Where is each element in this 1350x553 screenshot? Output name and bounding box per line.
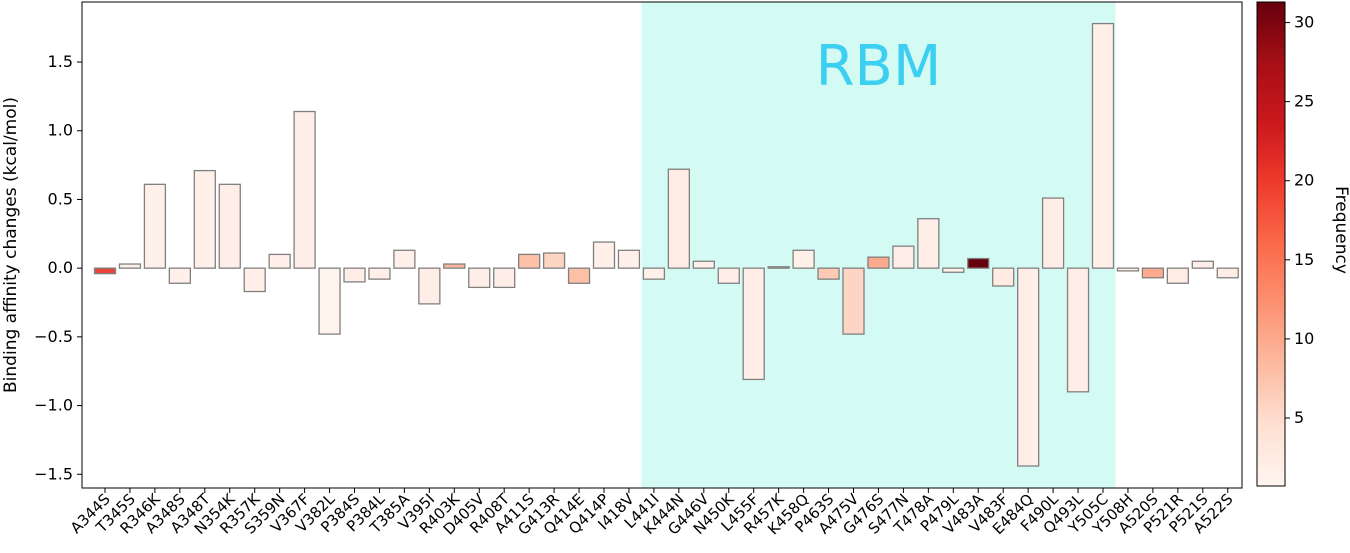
bar: [542, 252, 566, 269]
bar: [118, 263, 142, 269]
bar: [518, 253, 541, 269]
colorbar-label: Frequency: [1331, 186, 1350, 274]
y-axis-label: Binding affinity changes (kcal/mol): [1, 97, 21, 393]
colorbar-tick-label: 5: [1294, 408, 1304, 427]
bar: [1191, 260, 1214, 269]
y-tick-label: 1.5: [48, 52, 73, 71]
bar: [418, 267, 441, 305]
bar: [892, 245, 915, 269]
bar: [867, 256, 890, 269]
bar: [468, 267, 491, 289]
colorbar-tick-label: 20: [1294, 171, 1314, 190]
y-tick-label: −1.5: [34, 464, 73, 483]
colorbar-tick-label: 25: [1294, 92, 1314, 111]
bar: [1216, 267, 1239, 279]
bar: [767, 266, 790, 269]
bar: [592, 241, 616, 269]
bar: [642, 267, 666, 280]
y-tick-label: 0.0: [48, 258, 73, 277]
bar: [193, 169, 216, 269]
bar: [692, 260, 715, 269]
bar: [293, 110, 316, 269]
bar: [1166, 267, 1189, 284]
bar: [1041, 197, 1065, 269]
bar: [168, 267, 192, 284]
bar: [1017, 267, 1040, 467]
bar: [393, 249, 416, 269]
y-tick-label: −0.5: [34, 327, 73, 346]
bar: [1141, 267, 1165, 279]
bar: [667, 168, 690, 269]
bar: [493, 267, 516, 289]
bar: [243, 267, 266, 293]
bar: [1116, 267, 1140, 272]
colorbar-tick-label: 15: [1294, 250, 1314, 269]
bar: [967, 257, 990, 269]
bar: [218, 183, 241, 269]
bar: [567, 267, 591, 284]
bar: [143, 183, 167, 269]
bar: [992, 267, 1015, 287]
colorbar-tick-label: 10: [1294, 329, 1314, 348]
bar: [717, 267, 740, 284]
bar: [343, 267, 366, 283]
colorbar: [1256, 1, 1286, 487]
bar: [318, 267, 341, 335]
bar: [792, 249, 815, 269]
bar: [842, 267, 865, 335]
highlight-label: RBM: [816, 34, 942, 99]
colorbar-tick-label: 30: [1294, 13, 1314, 32]
bar: [368, 267, 391, 280]
bar: [268, 253, 291, 269]
bar: [443, 263, 466, 269]
bar: [942, 267, 965, 273]
bar: [917, 218, 940, 269]
plot-frame: [81, 1, 1243, 489]
y-tick-label: 1.0: [48, 121, 73, 140]
bar: [1066, 267, 1090, 393]
bar: [617, 249, 641, 269]
bar: [817, 267, 840, 280]
y-tick-label: −1.0: [34, 396, 73, 415]
y-tick-label: 0.5: [48, 189, 73, 208]
bar: [742, 267, 765, 381]
bar: [1091, 22, 1115, 269]
bar: [93, 267, 117, 275]
